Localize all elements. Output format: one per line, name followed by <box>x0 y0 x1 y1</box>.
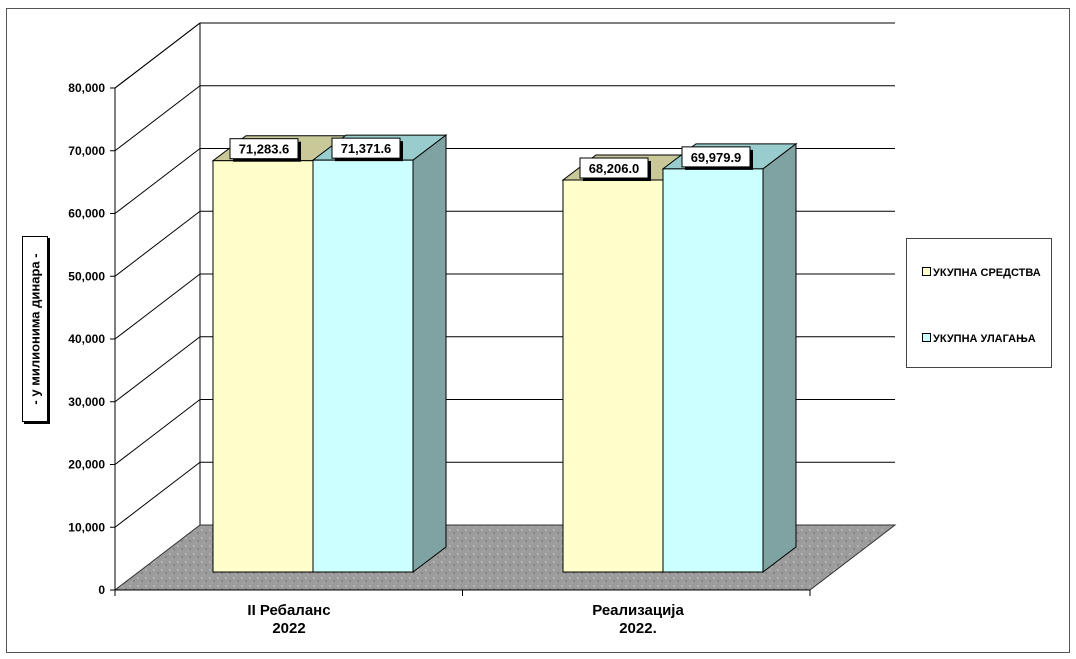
x-category-label-line: 2022. <box>619 620 657 637</box>
data-label-box <box>331 137 401 159</box>
data-labels: 71,283.6 71,371.6 68,206.0 69,979.9 <box>229 137 753 182</box>
data-label-box <box>229 138 299 160</box>
gridline-side <box>114 273 201 340</box>
y-tick-label: 10,000 <box>68 520 105 534</box>
x-category-label: II Ребаланс 2022 <box>247 602 330 637</box>
y-axis-title-box: - у милионима динара - <box>22 236 48 422</box>
gridline-side <box>114 461 201 528</box>
y-axis: 0 10,000 20,000 30,000 40,000 50,000 60,000 70,… <box>68 81 116 597</box>
y-tick-label: 30,000 <box>68 395 105 409</box>
data-label-box <box>579 157 649 179</box>
bars <box>211 134 798 574</box>
gridline-side <box>114 399 201 465</box>
legend: УКУПНА СРЕДСТВА УКУПНА УЛАГАЊА <box>906 238 1052 368</box>
data-label: 68,206.0 <box>579 157 651 182</box>
data-label-text: 71,283.6 <box>239 142 290 157</box>
gridline-side <box>114 336 201 403</box>
y-tick-label: 20,000 <box>68 458 105 472</box>
data-label-box <box>681 146 751 168</box>
x-category-label-line: Реализација <box>592 602 684 619</box>
data-label: 71,371.6 <box>331 137 403 162</box>
bar-side <box>762 142 797 574</box>
bar-front <box>312 159 414 573</box>
data-label: 71,283.6 <box>229 138 301 162</box>
legend-label-ulaganja: УКУПНА УЛАГАЊА <box>933 333 1036 345</box>
gridline-side <box>114 22 201 89</box>
legend-swatch-ulaganja <box>922 333 931 342</box>
y-tick-label: 50,000 <box>68 269 105 283</box>
y-tick-label: 40,000 <box>68 332 105 346</box>
x-axis: II Ребаланс 2022 Реализација 2022. <box>114 589 811 637</box>
y-tick-label: 0 <box>98 583 105 597</box>
data-label-text: 69,979.9 <box>691 150 742 165</box>
bar-front <box>662 168 764 573</box>
gridline-side <box>114 85 201 152</box>
y-tick-label: 80,000 <box>68 81 105 95</box>
legend-item-sredstva: УКУПНА СРЕДСТВА <box>922 267 1041 279</box>
x-category-label: Реализација 2022. <box>592 602 684 637</box>
data-label-text: 68,206.0 <box>589 161 640 176</box>
x-category-label-line: 2022 <box>272 620 305 637</box>
bar-side <box>412 134 447 574</box>
bar-ulaganja-1 <box>661 142 798 574</box>
x-category-label-line: II Ребаланс <box>247 602 330 619</box>
bar-ulaganja-0 <box>311 134 448 574</box>
y-tick-label: 60,000 <box>68 207 105 221</box>
legend-item-ulaganja: УКУПНА УЛАГАЊА <box>922 333 1036 345</box>
gridline-side <box>114 210 201 277</box>
gridline-side <box>114 148 201 214</box>
bar-front <box>212 160 314 573</box>
y-axis-title: - у милионима динара - <box>27 253 43 405</box>
data-label-text: 71,371.6 <box>341 141 392 156</box>
y-tick-label: 70,000 <box>68 144 105 158</box>
legend-label-sredstva: УКУПНА СРЕДСТВА <box>933 267 1041 279</box>
bar-front <box>562 179 664 573</box>
data-label: 69,979.9 <box>681 146 753 170</box>
legend-swatch-sredstva <box>922 267 931 276</box>
